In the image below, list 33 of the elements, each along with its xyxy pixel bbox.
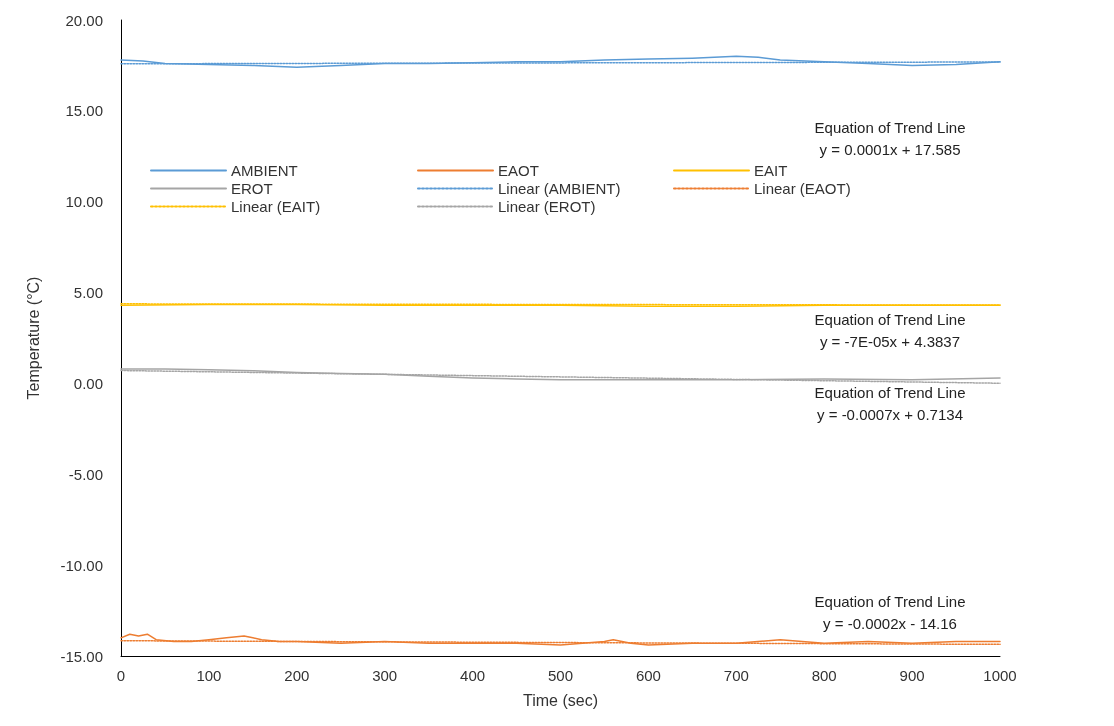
legend-label: Linear (AMBIENT) bbox=[498, 180, 621, 197]
legend-label: Linear (EAOT) bbox=[754, 180, 851, 197]
y-tick-label: 10.00 bbox=[65, 193, 103, 211]
x-tick-label: 700 bbox=[723, 667, 749, 684]
annotation: Equation of Trend Line y = -0.0002x - 14.16 bbox=[814, 592, 966, 632]
legend-label: EAIT bbox=[754, 162, 788, 179]
x-tick-label: 800 bbox=[811, 667, 837, 684]
y-tick-label: 20.00 bbox=[65, 11, 103, 29]
x-tick-label: 900 bbox=[899, 667, 925, 684]
y-axis-title: Temperature (°C) bbox=[24, 276, 42, 400]
x-axis-title: Time (sec) bbox=[523, 691, 598, 709]
x-tick-label: 400 bbox=[460, 667, 486, 684]
y-tick-label: -10.00 bbox=[60, 556, 103, 574]
legend-label: Linear (EROT) bbox=[498, 198, 596, 215]
annotation: Equation of Trend Line y = 0.0001x + 17.585 bbox=[814, 118, 966, 158]
annotation: Equation of Trend Line y = -0.0007x + 0.7134 bbox=[814, 383, 966, 423]
legend-label: AMBIENT bbox=[231, 162, 298, 179]
y-tick-label: -15.00 bbox=[60, 647, 103, 665]
x-tick-label: 0 bbox=[116, 667, 126, 684]
x-tick-label: 600 bbox=[635, 667, 661, 684]
y-tick-label: 5.00 bbox=[73, 284, 103, 302]
x-tick-label: 1000 bbox=[983, 667, 1017, 684]
y-tick-label: 15.00 bbox=[65, 102, 103, 120]
x-tick-label: 300 bbox=[372, 667, 398, 684]
annotation: Equation of Trend Line y = -7E-05x + 4.3837 bbox=[814, 310, 966, 350]
y-tick-label: -5.00 bbox=[68, 465, 103, 483]
x-tick-label: 200 bbox=[284, 667, 310, 684]
y-tick-label: 0.00 bbox=[73, 374, 103, 392]
x-tick-label: 500 bbox=[547, 667, 574, 684]
legend-label: Linear (EAIT) bbox=[231, 198, 321, 215]
legend-label: EROT bbox=[231, 180, 273, 197]
x-tick-label: 100 bbox=[196, 667, 222, 684]
legend-label: EAOT bbox=[498, 162, 539, 179]
